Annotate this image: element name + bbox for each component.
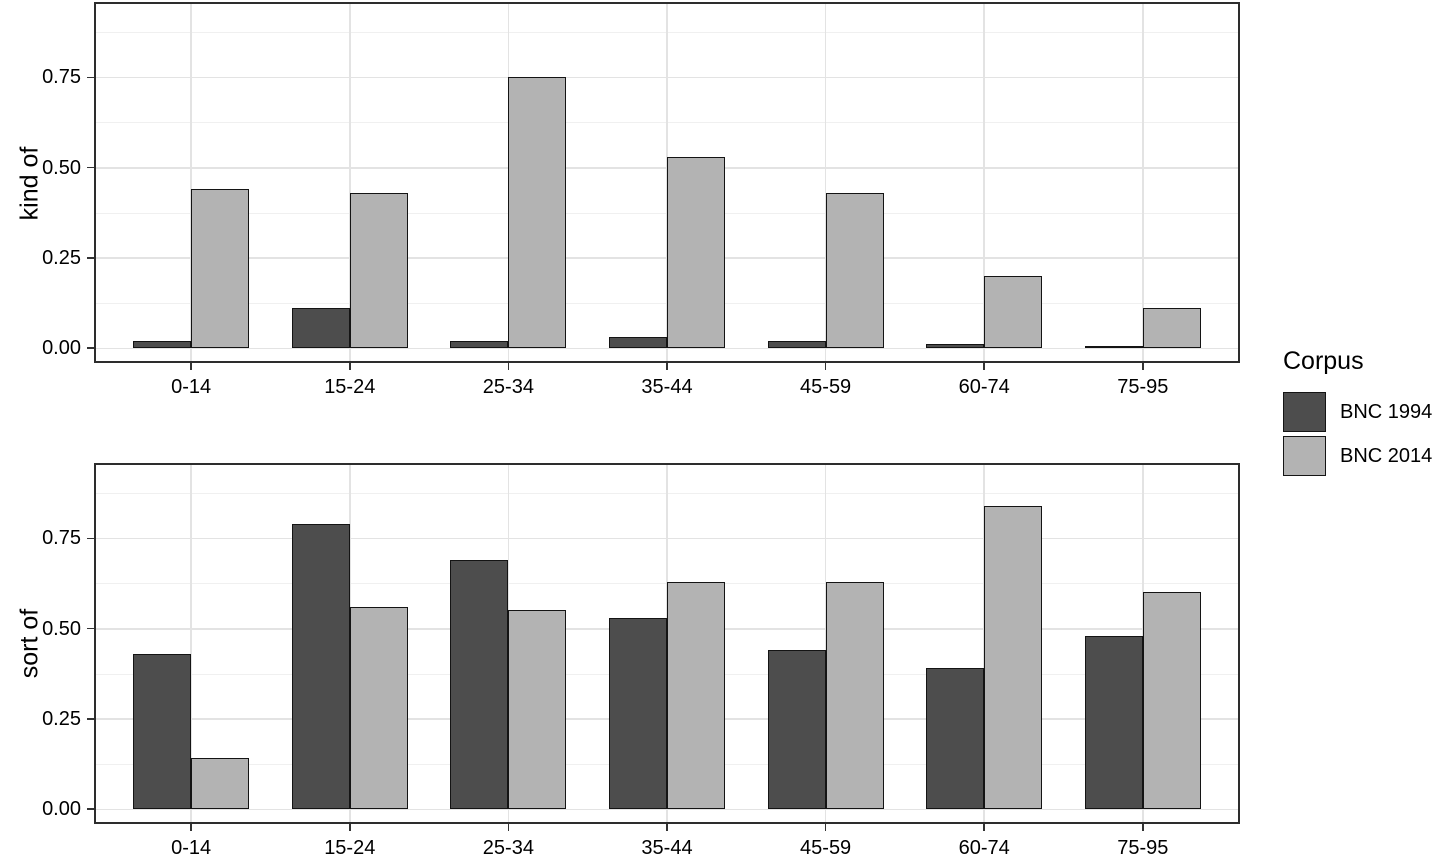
panel-kind-of (94, 2, 1240, 363)
legend-entry-bnc-1994: BNC 1994 (1283, 392, 1448, 432)
x-tick (507, 824, 510, 831)
y-tick (87, 257, 94, 259)
x-tick (349, 363, 351, 370)
legend-entry-label: BNC 2014 (1340, 444, 1433, 467)
x-tick (507, 363, 510, 370)
bar-bnc-1994-75-95 (1084, 635, 1143, 809)
y-tick (87, 808, 94, 810)
gridline-vertical (190, 465, 192, 822)
bar-bnc-1994-35-44 (609, 617, 667, 809)
y-tick-label: 0.50 (42, 156, 81, 179)
x-tick-label: 15-24 (324, 376, 376, 398)
x-tick (824, 824, 827, 831)
gridline-vertical (983, 4, 985, 361)
x-tick-label: 45-59 (800, 376, 852, 398)
gridline-vertical (1142, 4, 1144, 361)
x-tick-label: 35-44 (641, 376, 693, 398)
bar-bnc-1994-15-24 (291, 523, 350, 809)
x-tick (349, 824, 351, 831)
bar-bnc-2014-35-44 (667, 581, 725, 809)
y-tick (87, 537, 94, 539)
y-tick-label: 0.00 (42, 798, 81, 820)
bar-bnc-1994-45-59 (767, 650, 826, 809)
x-tick-label: 45-59 (800, 837, 852, 859)
bar-bnc-2014-15-24 (349, 606, 408, 809)
bar-bnc-1994-60-74 (926, 344, 985, 348)
x-tick (1142, 363, 1144, 370)
x-tick (983, 363, 985, 370)
gridline-vertical (190, 4, 192, 361)
legend-title: Corpus (1283, 347, 1364, 375)
bar-bnc-2014-45-59 (825, 192, 884, 348)
legend-swatch-bnc-2014 (1283, 436, 1326, 476)
gridline-vertical (349, 4, 351, 361)
legend-entry-bnc-2014: BNC 2014 (1283, 436, 1448, 476)
y-tick-label: 0.25 (42, 707, 81, 730)
x-tick-label: 75-95 (1117, 837, 1169, 859)
legend-entry-label: BNC 1994 (1340, 400, 1433, 423)
bar-bnc-2014-0-14 (191, 189, 250, 348)
x-tick (824, 363, 827, 370)
x-tick (190, 824, 192, 831)
x-tick-label: 0-14 (171, 376, 212, 398)
gridline-vertical (824, 4, 827, 361)
bar-bnc-2014-25-34 (508, 77, 567, 348)
x-tick-label: 60-74 (958, 376, 1010, 398)
bar-bnc-2014-60-74 (984, 505, 1043, 809)
x-tick-label: 75-95 (1117, 376, 1169, 398)
bar-bnc-1994-35-44 (609, 337, 667, 348)
x-tick-label: 15-24 (324, 837, 376, 859)
bar-bnc-2014-25-34 (508, 610, 567, 809)
bar-bnc-1994-45-59 (767, 340, 826, 348)
x-tick (983, 824, 985, 831)
bar-bnc-1994-25-34 (450, 340, 509, 348)
y-tick-label: 0.75 (42, 66, 81, 89)
x-tick (1142, 824, 1144, 831)
bar-bnc-2014-75-95 (1142, 592, 1201, 809)
x-tick (666, 363, 668, 370)
y-tick-label: 0.50 (42, 617, 81, 640)
x-tick-label: 60-74 (958, 837, 1010, 859)
bar-bnc-1994-15-24 (291, 308, 350, 348)
bar-bnc-1994-25-34 (450, 559, 509, 809)
y-tick-label: 0.00 (42, 337, 81, 359)
x-tick-label: 25-34 (482, 837, 534, 859)
y-tick (87, 627, 94, 630)
bar-bnc-2014-15-24 (349, 192, 408, 348)
x-tick (666, 824, 668, 831)
y-tick-label: 0.75 (42, 527, 81, 550)
y-tick (87, 347, 94, 349)
bar-bnc-2014-35-44 (667, 156, 725, 348)
legend-swatch-bnc-1994 (1283, 392, 1326, 432)
bar-bnc-2014-60-74 (984, 275, 1043, 348)
bar-bnc-2014-45-59 (825, 581, 884, 809)
y-tick (87, 76, 94, 78)
y-tick (87, 718, 94, 720)
bar-bnc-2014-0-14 (191, 758, 250, 809)
bar-bnc-2014-75-95 (1142, 308, 1201, 348)
y-tick-label: 0.25 (42, 246, 81, 269)
bar-bnc-1994-75-95 (1084, 346, 1143, 349)
x-tick-label: 0-14 (171, 837, 212, 859)
y-tick (87, 166, 94, 169)
x-tick-label: 25-34 (482, 376, 534, 398)
legend-entries: BNC 1994 BNC 2014 (1283, 392, 1448, 476)
legend: Corpus BNC 1994 BNC 2014 (1283, 348, 1448, 480)
bar-bnc-1994-0-14 (133, 340, 192, 348)
x-tick (190, 363, 192, 370)
bar-bnc-1994-0-14 (133, 653, 192, 809)
x-tick-label: 35-44 (641, 837, 693, 859)
panel-sort-of (94, 463, 1240, 824)
bar-bnc-1994-60-74 (926, 668, 985, 809)
